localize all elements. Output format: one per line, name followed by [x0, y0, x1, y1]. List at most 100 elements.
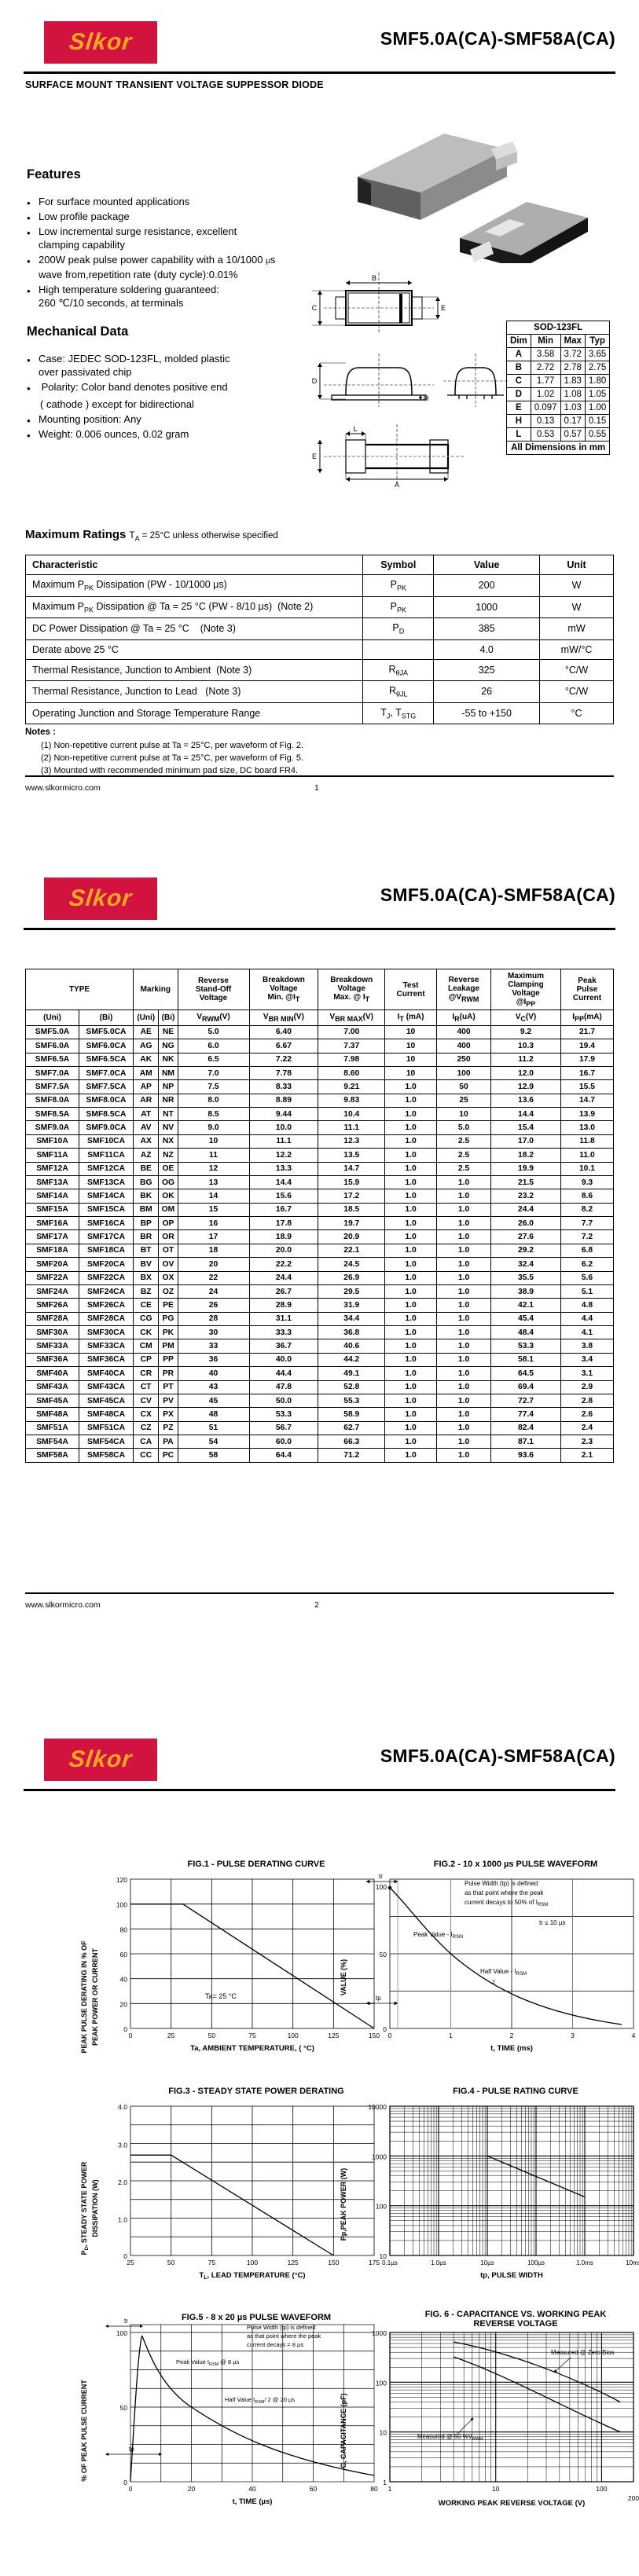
svg-text:Pulse Width (tp) is defined: Pulse Width (tp) is defined: [247, 2324, 316, 2331]
svg-text:75: 75: [208, 2259, 216, 2266]
svg-text:FIG. 6 - CAPACITANCE VS. WORKI: FIG. 6 - CAPACITANCE VS. WORKING PEAK: [425, 2310, 607, 2319]
svg-text:tp: tp: [129, 2446, 134, 2453]
svg-text:0: 0: [129, 2485, 133, 2493]
svg-text:A: A: [395, 481, 399, 489]
svg-text:3.0: 3.0: [118, 2141, 127, 2149]
svg-text:125: 125: [288, 2259, 299, 2266]
svg-text:50: 50: [120, 2404, 128, 2412]
svg-text:H: H: [424, 394, 429, 402]
svg-text:tp, PULSE WIDTH: tp, PULSE WIDTH: [480, 2271, 543, 2280]
svg-text:0.1µs: 0.1µs: [382, 2259, 398, 2266]
svg-text:100: 100: [376, 2379, 387, 2387]
svg-text:PD, STEADY STATE POWER: PD, STEADY STATE POWER: [80, 2161, 90, 2255]
svg-text:0: 0: [129, 2032, 133, 2039]
svg-text:L: L: [353, 425, 357, 433]
svg-text:100: 100: [116, 1901, 127, 1909]
svg-text:75: 75: [248, 2032, 256, 2039]
svg-text:C, CAPACITANCE (pF): C, CAPACITANCE (pF): [340, 2393, 347, 2468]
svg-text:VALUE (%): VALUE (%): [340, 1959, 347, 1995]
svg-text:50: 50: [167, 2259, 175, 2266]
svg-text:3: 3: [571, 2032, 575, 2039]
svg-text:100: 100: [247, 2259, 258, 2266]
svg-text:tr: tr: [124, 2318, 128, 2325]
svg-text:0: 0: [123, 2025, 127, 2033]
svg-text:4.0: 4.0: [118, 2103, 127, 2111]
svg-text:REVERSE VOLTAGE: REVERSE VOLTAGE: [473, 2319, 557, 2329]
svg-text:40: 40: [248, 2485, 256, 2493]
svg-text:FIG.5 - 8 x 20 µs PULSE WAVEFO: FIG.5 - 8 x 20 µs PULSE WAVEFORM: [182, 2313, 331, 2322]
svg-text:Pulse Width (tp) is defined: Pulse Width (tp) is defined: [465, 1880, 538, 1887]
svg-text:t, TIME (ms): t, TIME (ms): [490, 2044, 533, 2053]
svg-text:FIG.4 - PULSE RATING CURVE: FIG.4 - PULSE RATING CURVE: [453, 2087, 578, 2096]
svg-text:PEAK POWER OR CURRENT: PEAK POWER OR CURRENT: [91, 1948, 99, 2047]
svg-text:Measured @ Zero Bias: Measured @ Zero Bias: [551, 2349, 614, 2356]
svg-text:4: 4: [632, 2032, 636, 2039]
svg-text:0: 0: [123, 2479, 127, 2486]
svg-text:10: 10: [492, 2485, 500, 2493]
svg-text:100: 100: [596, 2485, 607, 2493]
svg-text:60: 60: [310, 2485, 318, 2493]
svg-text:FIG.3 - STEADY STATE POWER DER: FIG.3 - STEADY STATE POWER DERATING: [168, 2087, 343, 2096]
svg-text:1000: 1000: [372, 2329, 387, 2337]
svg-text:tr: tr: [379, 1873, 383, 1880]
svg-text:Ta= 25 °C: Ta= 25 °C: [205, 1992, 237, 2000]
svg-text:tp: tp: [376, 1995, 381, 2002]
svg-text:25: 25: [167, 2032, 175, 2039]
svg-text:Half Value - IRSM: Half Value - IRSM: [480, 1968, 527, 1977]
svg-text:200: 200: [628, 2494, 639, 2502]
svg-text:100µs: 100µs: [527, 2259, 545, 2266]
svg-text:Peak Value IRSM @ 8 µs: Peak Value IRSM @ 8 µs: [176, 2358, 240, 2367]
svg-text:t, TIME (µs): t, TIME (µs): [233, 2497, 273, 2506]
svg-text:current decays to 50% of IRSM: current decays to 50% of IRSM: [465, 1899, 548, 1907]
svg-text:2.0: 2.0: [118, 2178, 127, 2186]
svg-text:1.0: 1.0: [118, 2215, 127, 2223]
svg-text:100: 100: [116, 2329, 127, 2337]
svg-text:100: 100: [376, 2202, 387, 2210]
svg-text:TL, LEAD TEMPERATURE (°C): TL, LEAD TEMPERATURE (°C): [199, 2271, 305, 2281]
svg-text:1000: 1000: [372, 2153, 387, 2160]
svg-text:10: 10: [380, 2429, 387, 2437]
svg-text:D: D: [312, 377, 318, 385]
svg-text:40: 40: [120, 1976, 128, 1984]
svg-text:% OF PEAK PULSE CURRENT: % OF PEAK PULSE CURRENT: [80, 2380, 88, 2482]
svg-text:1.0µs: 1.0µs: [431, 2259, 446, 2266]
svg-text:80: 80: [120, 1926, 128, 1933]
svg-text:1: 1: [388, 2485, 392, 2493]
svg-text:E: E: [441, 304, 446, 312]
svg-text:FIG.1 - PULSE DERATING CURVE: FIG.1 - PULSE DERATING CURVE: [187, 1860, 325, 1869]
svg-text:FIG.2 - 10 x 1000 µs PULSE WAV: FIG.2 - 10 x 1000 µs PULSE WAVEFORM: [434, 1860, 597, 1869]
svg-text:1.0ms: 1.0ms: [576, 2259, 593, 2266]
svg-text:Half Value IRSM/ 2 @ 20 µs: Half Value IRSM/ 2 @ 20 µs: [225, 2396, 295, 2405]
svg-text:DISSIPATION (W): DISSIPATION (W): [91, 2179, 99, 2237]
svg-text:tr ≤ 10 µs: tr ≤ 10 µs: [539, 1919, 565, 1926]
svg-text:10ms: 10ms: [626, 2259, 639, 2266]
svg-text:current decays = 8 µs: current decays = 8 µs: [247, 2341, 303, 2348]
svg-text:100: 100: [288, 2032, 299, 2039]
svg-text:2: 2: [492, 1980, 495, 1985]
svg-text:120: 120: [116, 1876, 127, 1884]
svg-text:25: 25: [127, 2259, 134, 2266]
svg-text:0: 0: [388, 2032, 392, 2039]
svg-text:20: 20: [188, 2485, 196, 2493]
svg-text:1: 1: [383, 2479, 387, 2486]
svg-text:60: 60: [120, 1951, 128, 1959]
svg-text:50: 50: [380, 1951, 387, 1959]
svg-text:PEAK PULSE DERATING IN % OF: PEAK PULSE DERATING IN % OF: [80, 1940, 88, 2054]
svg-text:1: 1: [449, 2032, 453, 2039]
svg-text:E: E: [312, 453, 317, 460]
svg-text:as that point where the peak: as that point where the peak: [465, 1889, 545, 1896]
svg-text:Ta, AMBIENT TEMPERATURE, ( °C): Ta, AMBIENT TEMPERATURE, ( °C): [190, 2044, 314, 2053]
svg-text:as that point where the peak: as that point where the peak: [247, 2332, 321, 2340]
svg-text:WORKING PEAK REVERSE VOLTAGE (: WORKING PEAK REVERSE VOLTAGE (V): [439, 2499, 586, 2508]
svg-text:C: C: [312, 304, 318, 312]
svg-text:10µs: 10µs: [480, 2259, 494, 2266]
svg-text:50: 50: [208, 2032, 216, 2039]
svg-text:20: 20: [120, 2000, 128, 2008]
svg-text:0: 0: [383, 2025, 387, 2033]
svg-text:B: B: [372, 274, 376, 282]
svg-text:Peak Value - IRSM: Peak Value - IRSM: [413, 1931, 463, 1940]
svg-text:2: 2: [510, 2032, 514, 2039]
svg-text:Pp,PEAK POWER (W): Pp,PEAK POWER (W): [340, 2167, 347, 2241]
svg-text:100: 100: [376, 1883, 387, 1891]
svg-text:10000: 10000: [368, 2103, 387, 2111]
